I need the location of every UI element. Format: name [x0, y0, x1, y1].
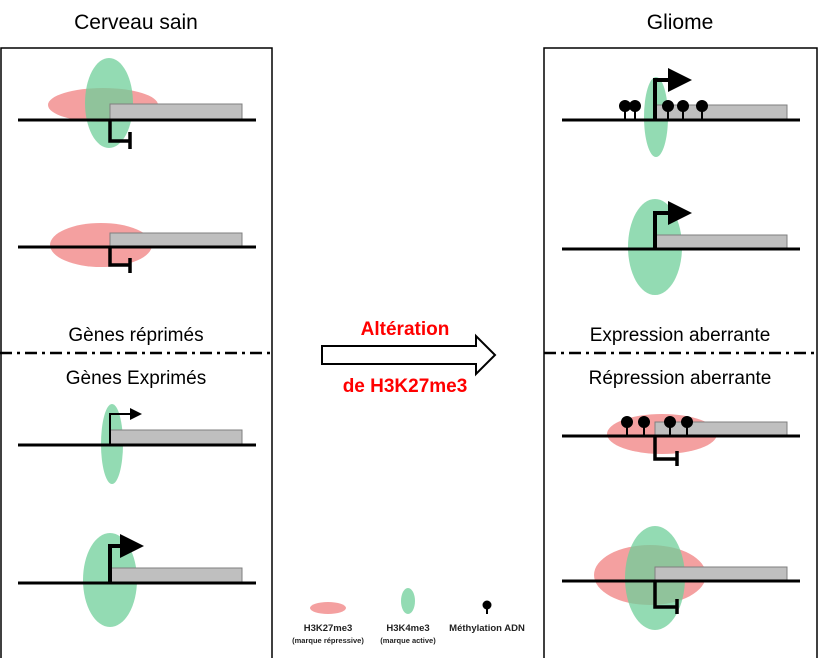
gene-left-2: [18, 223, 256, 273]
label-expression-aberrante: Expression aberrante: [590, 325, 771, 346]
gene-left-1: [18, 58, 256, 149]
gene-body: [654, 234, 788, 250]
legend-methylation-icon: [482, 600, 492, 614]
gene-body: [109, 232, 243, 248]
h3k27me3-label: de H3K27me3: [343, 376, 468, 397]
left-title: Cerveau sain: [74, 11, 198, 34]
legend-h3k27me3-label: H3K27me3: [304, 623, 353, 634]
gene-body: [654, 566, 788, 582]
legend-h3k4me3-sub: (marque active): [380, 636, 436, 645]
alteration-label: Altération: [361, 319, 450, 340]
active-promoter-arrow-icon: [653, 68, 692, 120]
transition-arrow-icon: [321, 333, 497, 377]
gene-left-3: [18, 404, 256, 484]
legend-h3k27me3-sub: (marque répressive): [292, 636, 364, 645]
right-title: Gliome: [647, 11, 714, 34]
active-promoter-arrow-icon: [108, 534, 144, 583]
repressed-promoter-icon: [653, 581, 679, 614]
repressed-promoter-icon: [108, 247, 132, 273]
legend-h3k4me3-label: H3K4me3: [386, 623, 429, 634]
legend: H3K27me3 (marque répressive) H3K4me3 (ma…: [292, 588, 525, 645]
gene-right-2: [562, 199, 800, 295]
gene-left-4: [18, 533, 256, 627]
h3k4me3-mark: [85, 58, 133, 148]
label-genes-reprimes: Gènes réprimés: [68, 325, 203, 346]
gene-right-1: [562, 68, 800, 157]
legend-methylation-label: Méthylation ADN: [449, 623, 525, 634]
gene-body: [654, 104, 788, 121]
dna-methylation-icons: [621, 416, 693, 436]
gene-right-4: [562, 526, 800, 630]
gene-right-3: [562, 414, 800, 466]
active-promoter-arrow-icon: [109, 408, 142, 445]
legend-h3k4me3-icon: [401, 588, 415, 614]
dna-methylation-icons: [619, 100, 708, 120]
repressed-promoter-icon: [653, 436, 679, 466]
active-promoter-arrow-icon: [653, 201, 692, 249]
legend-h3k27me3-icon: [310, 602, 346, 614]
gene-body: [109, 567, 243, 584]
gene-body: [109, 103, 243, 121]
gene-body: [109, 429, 243, 446]
repressed-promoter-icon: [108, 120, 132, 149]
label-repression-aberrante: Répression aberrante: [589, 368, 772, 389]
label-genes-exprimes: Gènes Exprimés: [66, 368, 206, 389]
